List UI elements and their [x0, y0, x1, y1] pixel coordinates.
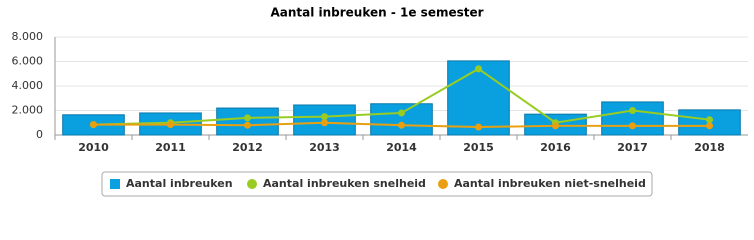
- x-tick-label: 2012: [232, 141, 263, 154]
- bar: [216, 107, 279, 136]
- x-tick-label: 2015: [463, 141, 494, 154]
- x-tick-label: 2017: [617, 141, 648, 154]
- point: [167, 121, 174, 129]
- bar: [601, 101, 664, 136]
- y-tick-label: 0: [36, 128, 43, 141]
- x-tick-label: 2010: [78, 141, 109, 154]
- point: [321, 113, 328, 121]
- x-tick-label: 2018: [694, 141, 725, 154]
- chart-title: Aantal inbreuken - 1e semester: [270, 6, 483, 20]
- bar: [447, 60, 510, 136]
- point: [475, 123, 482, 131]
- point: [706, 122, 713, 130]
- legend-swatch: [247, 179, 257, 189]
- point: [629, 122, 636, 130]
- point: [90, 121, 97, 129]
- point: [398, 109, 405, 117]
- y-tick-label: 8.000: [12, 30, 44, 43]
- x-tick-label: 2014: [386, 141, 417, 154]
- legend-box: [101, 171, 653, 197]
- legend-label: Aantal inbreuken snelheid: [263, 177, 426, 190]
- point: [321, 119, 328, 127]
- point: [706, 116, 713, 124]
- x-tick-label: 2016: [540, 141, 571, 154]
- bar: [370, 103, 433, 136]
- x-tick-label: 2011: [155, 141, 186, 154]
- legend-swatch: [110, 179, 120, 189]
- point: [244, 121, 251, 129]
- y-tick-label: 2.000: [12, 104, 44, 117]
- y-tick-label: 6.000: [12, 55, 44, 68]
- point: [629, 107, 636, 114]
- legend-swatch: [438, 179, 448, 189]
- point: [475, 65, 482, 73]
- legend-label: Aantal inbreuken niet-snelheid: [454, 177, 646, 190]
- y-tick-label: 4.000: [12, 79, 44, 92]
- point: [244, 114, 251, 122]
- legend-label: Aantal inbreuken: [126, 177, 233, 190]
- x-tick-label: 2013: [309, 141, 340, 154]
- point: [552, 122, 559, 130]
- point: [398, 121, 405, 129]
- chart: Aantal inbreuken - 1e semester 0 2.000 4.0…: [12, 6, 748, 197]
